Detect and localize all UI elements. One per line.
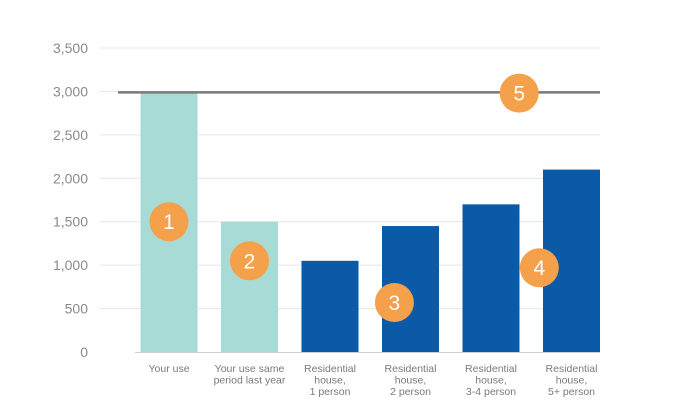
x-tick-label: Residential house, 2 person: [385, 363, 437, 398]
bar: [221, 221, 278, 352]
marker-label: 4: [533, 257, 545, 280]
markers: 1 2 3 4 5: [149, 73, 559, 322]
bar: [301, 260, 359, 352]
marker-circle: [374, 282, 414, 322]
marker-label: 5: [513, 83, 525, 106]
marker-label: 2: [244, 250, 256, 273]
marker-4: 4: [519, 248, 559, 288]
bar: [462, 204, 520, 352]
y-tick-label: 1,000: [53, 257, 88, 273]
marker-label: 3: [389, 292, 401, 315]
y-axis-ticks: 0 500 1,000 1,500 2,000 2,500 3,000 3,500: [53, 40, 88, 360]
marker-circle: [519, 248, 559, 288]
x-tick-label: Residential house, 3-4 person: [465, 363, 517, 398]
y-tick-label: 2,000: [53, 170, 88, 186]
x-tick-label: Residential house, 1 person: [304, 363, 356, 398]
marker-3: 3: [374, 282, 414, 322]
marker-1: 1: [149, 202, 189, 242]
x-tick-label: Your use same period last year: [214, 363, 286, 387]
y-tick-label: 0: [80, 344, 88, 360]
x-tick-label: Your use: [148, 363, 189, 375]
marker-5: 5: [499, 73, 539, 113]
marker-2: 2: [230, 241, 269, 281]
marker-circle: [499, 73, 539, 113]
y-tick-label: 3,000: [53, 83, 88, 99]
x-tick-label: Residential house, 5+ person: [546, 363, 598, 398]
y-tick-label: 3,500: [53, 40, 88, 56]
x-axis-labels: Your use Your use same period last year Res…: [148, 363, 597, 398]
marker-circle: [230, 241, 269, 281]
y-tick-label: 1,500: [53, 214, 88, 230]
y-tick-label: 2,500: [53, 127, 88, 143]
y-tick-label: 500: [65, 301, 89, 317]
marker-label: 1: [163, 211, 175, 234]
marker-circle: [149, 202, 189, 242]
